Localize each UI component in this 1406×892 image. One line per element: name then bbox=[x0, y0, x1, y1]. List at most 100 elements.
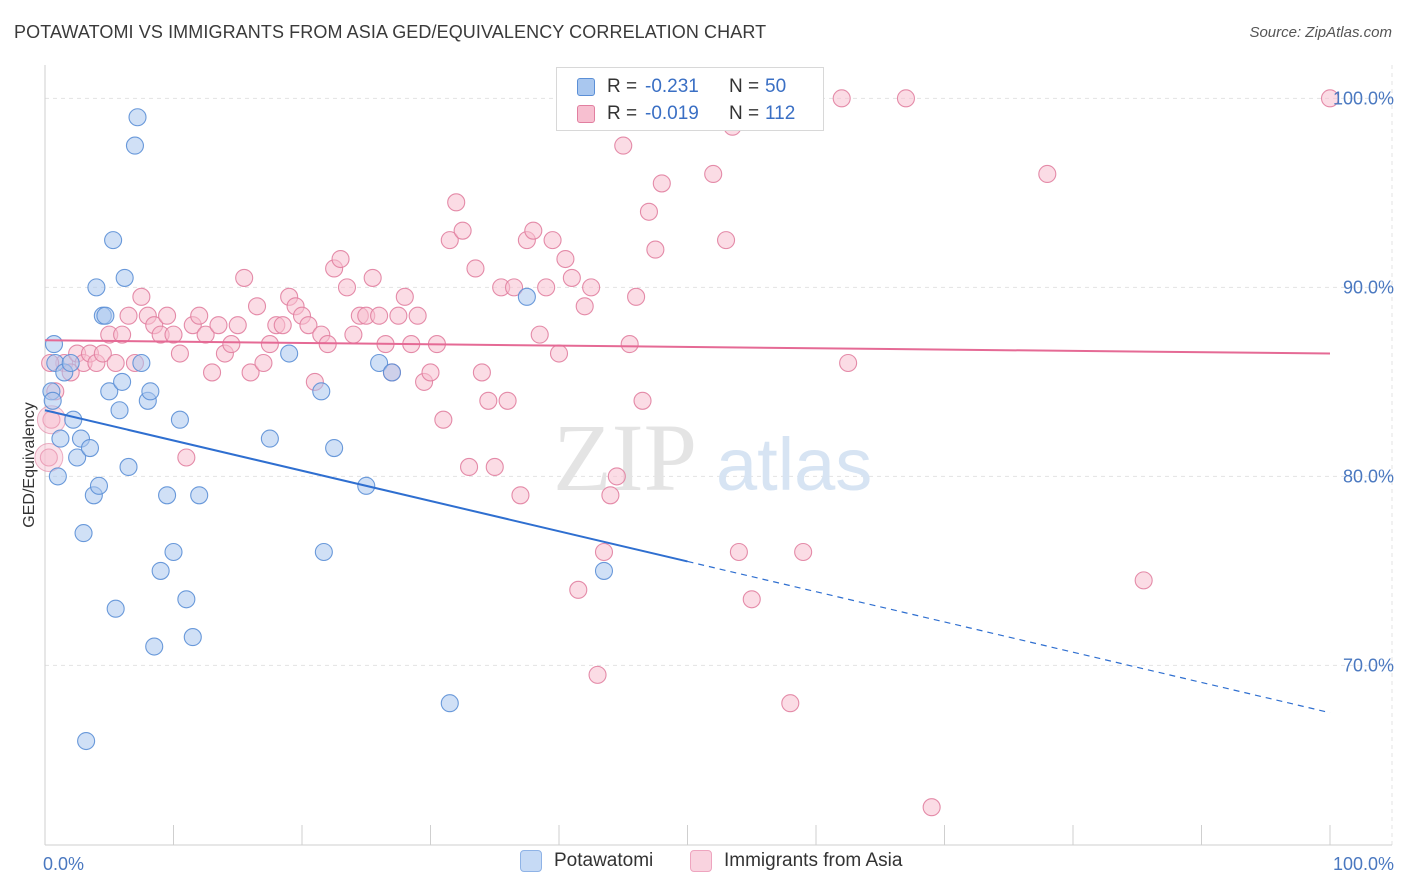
data-point bbox=[119, 457, 138, 477]
data-point bbox=[1134, 571, 1153, 590]
data-point bbox=[614, 136, 633, 155]
watermark: ZIP atlas bbox=[553, 404, 872, 511]
data-point bbox=[89, 476, 109, 495]
data-point bbox=[504, 278, 524, 297]
data-point bbox=[196, 325, 215, 344]
source-label: Source: ZipAtlas.com bbox=[1249, 24, 1392, 41]
data-point bbox=[280, 344, 299, 363]
y-axis-label: GED/Equivalency bbox=[21, 402, 38, 527]
legend-n-value: 50 bbox=[765, 76, 787, 97]
legend-r-value: -0.019 bbox=[645, 103, 699, 124]
data-point bbox=[575, 297, 594, 316]
data-point bbox=[549, 344, 569, 363]
data-point bbox=[247, 297, 267, 316]
data-point bbox=[51, 429, 70, 448]
data-point bbox=[312, 382, 331, 401]
data-point bbox=[87, 278, 106, 297]
data-point bbox=[440, 694, 459, 713]
data-point bbox=[922, 798, 941, 817]
data-point bbox=[652, 174, 671, 193]
legend-n-label: N = bbox=[729, 103, 760, 124]
series-legend-potawatomi: Potawatomi bbox=[520, 850, 653, 872]
data-point bbox=[177, 590, 196, 609]
data-point bbox=[1038, 164, 1057, 184]
data-point bbox=[588, 665, 607, 684]
y-tick-label: 100.0% bbox=[1333, 88, 1394, 108]
series-legend-label: Potawatomi bbox=[554, 850, 654, 871]
data-point bbox=[106, 353, 125, 373]
data-point-large bbox=[36, 405, 66, 435]
data-point bbox=[453, 221, 472, 240]
y-tick-label: 80.0% bbox=[1343, 466, 1394, 486]
data-point bbox=[170, 410, 189, 429]
data-point bbox=[104, 231, 123, 250]
legend-r-value: -0.231 bbox=[645, 76, 699, 97]
data-point bbox=[158, 306, 177, 325]
data-point bbox=[64, 410, 83, 429]
data-point bbox=[729, 542, 748, 562]
series-legend-swatch-blue bbox=[520, 850, 542, 872]
data-point bbox=[395, 287, 414, 306]
data-point bbox=[370, 353, 389, 373]
data-point bbox=[337, 278, 357, 297]
data-point bbox=[222, 335, 241, 354]
data-point bbox=[607, 467, 626, 486]
data-point bbox=[440, 231, 459, 250]
data-point bbox=[459, 457, 479, 477]
data-point bbox=[177, 448, 196, 467]
data-point bbox=[325, 438, 344, 458]
legend: R = -0.231 N = 50 R = -0.019 N = 112 bbox=[556, 67, 824, 131]
data-point bbox=[794, 542, 813, 562]
legend-r-label: R = bbox=[607, 103, 638, 124]
data-point bbox=[620, 335, 639, 354]
data-point bbox=[582, 278, 601, 297]
data-point bbox=[389, 306, 408, 325]
data-point bbox=[80, 438, 100, 458]
data-point bbox=[44, 335, 64, 354]
data-point bbox=[260, 429, 279, 448]
legend-row-immigrants: R = -0.019 N = 112 bbox=[577, 101, 795, 127]
data-point bbox=[145, 637, 164, 656]
data-point bbox=[331, 249, 350, 269]
data-point bbox=[594, 542, 614, 562]
y-tick-label: 70.0% bbox=[1343, 655, 1394, 675]
data-point bbox=[61, 353, 80, 373]
data-point bbox=[115, 268, 134, 287]
data-point bbox=[164, 542, 183, 562]
data-point bbox=[93, 344, 112, 363]
data-point bbox=[190, 306, 209, 325]
data-point bbox=[517, 287, 536, 306]
series-potawatomi bbox=[42, 108, 614, 751]
data-point bbox=[260, 335, 279, 354]
data-point bbox=[77, 731, 96, 751]
data-point bbox=[96, 306, 115, 325]
data-point bbox=[344, 325, 363, 344]
trend-lines bbox=[44, 339, 1331, 714]
data-point bbox=[781, 694, 800, 713]
tick-labels: 70.0% 80.0% 90.0% 100.0% 0.0% 100.0% bbox=[43, 88, 1394, 874]
data-point bbox=[530, 325, 549, 344]
data-point bbox=[434, 410, 453, 429]
data-point bbox=[203, 363, 222, 382]
data-point bbox=[646, 240, 665, 259]
data-point bbox=[742, 590, 761, 609]
y-tick-label: 90.0% bbox=[1343, 277, 1394, 297]
data-point bbox=[170, 344, 189, 363]
data-point bbox=[537, 278, 556, 297]
legend-swatch-pink bbox=[577, 105, 595, 123]
data-point bbox=[74, 524, 93, 543]
data-point bbox=[209, 316, 228, 335]
data-point bbox=[832, 89, 851, 108]
data-point bbox=[472, 363, 491, 382]
data-point bbox=[48, 467, 67, 486]
data-point bbox=[158, 486, 177, 505]
data-point bbox=[556, 249, 575, 269]
x-tick-label-max: 100.0% bbox=[1333, 854, 1394, 874]
legend-n-label: N = bbox=[729, 76, 760, 97]
data-point bbox=[511, 486, 530, 505]
data-point bbox=[639, 202, 659, 221]
watermark-atlas: atlas bbox=[716, 423, 872, 506]
data-point bbox=[466, 259, 485, 278]
data-point bbox=[408, 306, 427, 325]
